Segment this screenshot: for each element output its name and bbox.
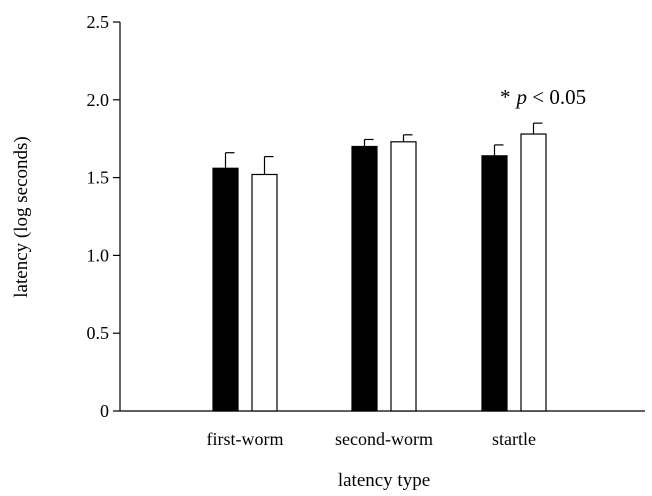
significance-annotation: * p < 0.05 bbox=[500, 85, 586, 109]
x-axis-title: latency type bbox=[338, 470, 430, 491]
annotation-p: p bbox=[515, 85, 528, 109]
y-tick-label: 0.5 bbox=[87, 323, 110, 343]
y-ticks: 0 0.5 1.0 1.5 2.0 2.5 bbox=[87, 12, 120, 421]
x-tick-label: first-worm bbox=[207, 429, 284, 449]
bar bbox=[351, 145, 378, 412]
y-tick-label: 2.0 bbox=[87, 90, 110, 110]
annotation-threshold: < 0.05 bbox=[527, 85, 586, 109]
annotation-star: * bbox=[500, 85, 511, 109]
y-tick-label: 1.5 bbox=[87, 168, 110, 188]
bar bbox=[212, 167, 239, 412]
x-tick-label: startle bbox=[492, 429, 536, 449]
y-tick-label: 1.0 bbox=[87, 245, 110, 265]
y-axis-title: latency (log seconds) bbox=[11, 136, 32, 297]
x-tick-labels: first-worm second-worm startle bbox=[207, 429, 536, 449]
bars bbox=[212, 122, 547, 412]
y-tick-label: 0 bbox=[100, 401, 109, 421]
bar bbox=[481, 155, 508, 412]
bar bbox=[520, 133, 547, 412]
bar bbox=[390, 141, 417, 412]
bar bbox=[251, 173, 278, 412]
y-tick-label: 2.5 bbox=[87, 12, 110, 32]
x-tick-label: second-worm bbox=[335, 429, 433, 449]
